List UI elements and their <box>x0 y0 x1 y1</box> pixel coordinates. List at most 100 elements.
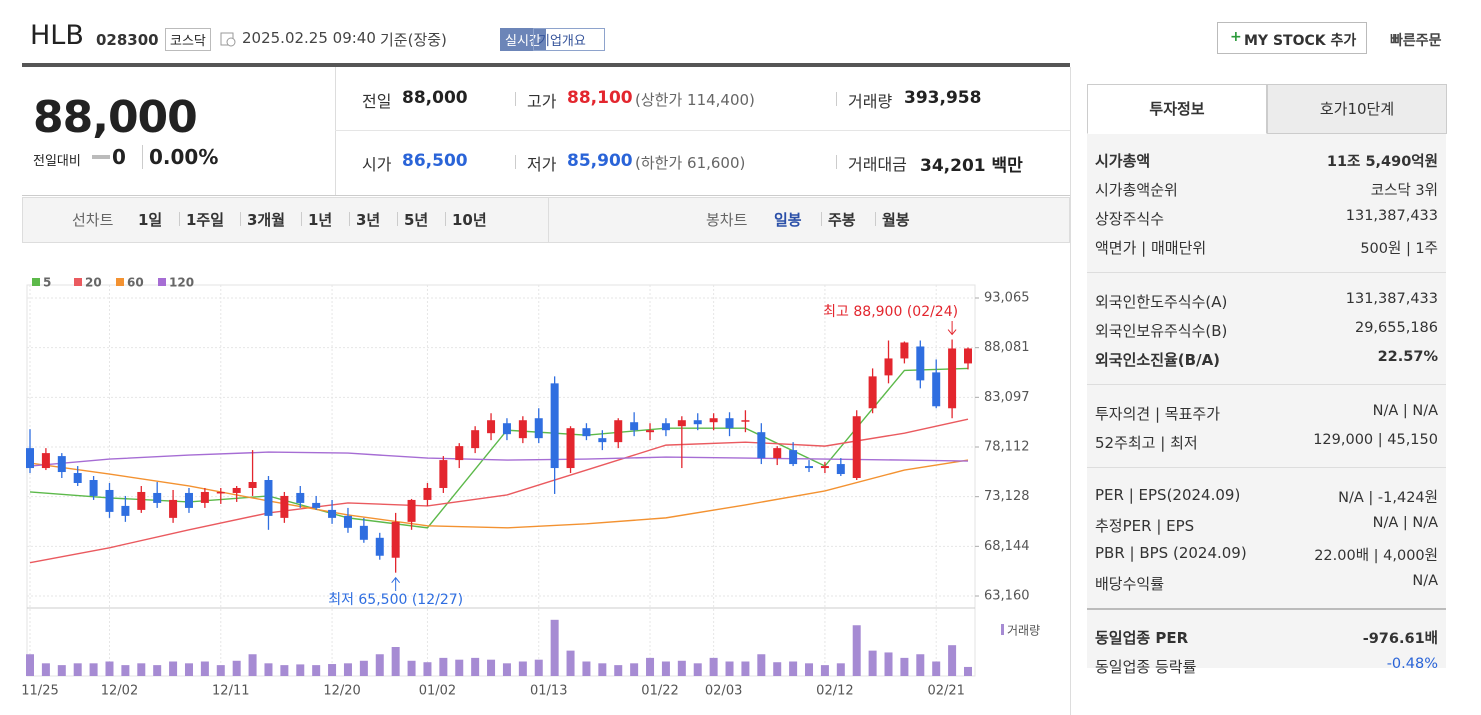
period-divider <box>548 198 549 242</box>
info-value: 500원 | 1주 <box>1360 241 1438 257</box>
info-value: 22.00배 | 4,000원 <box>1314 548 1438 564</box>
quote-label: 고가 <box>527 92 557 111</box>
moving-average-line <box>29 459 969 529</box>
info-label: PBR | BPS (2024.09) <box>1095 544 1247 562</box>
stock-code: 028300 <box>96 31 159 49</box>
volume-bar <box>502 663 511 676</box>
candle-body <box>789 450 798 465</box>
quote-divider <box>335 67 336 195</box>
x-tick-label: 12/11 <box>212 684 249 699</box>
period-tab[interactable]: 10년 <box>452 211 487 229</box>
legend-label: 60 <box>127 276 144 290</box>
volume-bar <box>789 661 798 676</box>
candle-body <box>41 453 50 469</box>
candle-body <box>916 346 925 381</box>
quick-order[interactable]: 빠른주문 <box>1390 33 1442 49</box>
my-stock-button[interactable] <box>1217 22 1367 54</box>
info-label: 동일업종 등락률 <box>1095 658 1197 676</box>
quote-value: 85,900 <box>567 151 633 171</box>
candle-body <box>423 487 432 500</box>
sidebar-tab[interactable]: 호가10단계 <box>1319 100 1395 118</box>
overview-button[interactable]: 기업개요 <box>533 28 605 51</box>
quote-value: 34,201 백만 <box>920 156 1023 176</box>
sidebar-bg <box>1087 134 1446 668</box>
x-tick-label: 01/13 <box>530 684 567 699</box>
volume-legend: 거래량 <box>1007 624 1040 638</box>
candle-body <box>646 430 655 433</box>
separator <box>240 212 241 226</box>
candle-tab[interactable]: 월봉 <box>882 211 910 229</box>
volume-legend-swatch <box>1001 624 1004 635</box>
high-arrow <box>947 321 957 336</box>
legend-label: 5 <box>43 276 51 290</box>
period-tab[interactable]: 1일 <box>138 211 163 229</box>
y-tick-label: 73,128 <box>984 489 1030 504</box>
candle-tab[interactable]: 일봉 <box>774 211 802 229</box>
info-value: 11조 5,490억원 <box>1326 154 1438 170</box>
period-tab[interactable]: 1주일 <box>186 211 225 229</box>
period-tab[interactable]: 3개월 <box>247 211 286 229</box>
separator <box>301 212 302 226</box>
volume-bar <box>932 661 941 676</box>
group-separator <box>1087 272 1446 273</box>
candle-body <box>375 537 384 556</box>
period-tab[interactable]: 5년 <box>404 211 429 229</box>
info-value: 131,387,433 <box>1345 208 1438 224</box>
info-value: 코스닥 3위 <box>1370 183 1438 199</box>
candle-body <box>359 525 368 540</box>
candle-body <box>487 420 496 434</box>
quote-value: 86,500 <box>402 151 468 171</box>
candle-body <box>852 416 861 479</box>
realtime-button[interactable]: 실시간 <box>500 28 546 51</box>
change-rate: 0.00% <box>142 145 218 169</box>
separator <box>397 212 398 226</box>
x-tick-label: 11/25 <box>22 684 59 699</box>
volume-bar <box>105 661 114 676</box>
volume-bar <box>916 654 925 676</box>
quote-note: (상한가 114,400) <box>635 91 755 109</box>
x-tick-label: 12/20 <box>323 684 360 699</box>
candle-body <box>502 423 511 435</box>
volume-bar <box>169 661 178 676</box>
candle-body <box>391 521 400 558</box>
info-value: N/A | -1,424원 <box>1338 490 1438 506</box>
my-stock-label[interactable]: MY STOCK 추가 <box>1244 33 1357 49</box>
sidebar-tab-bg[interactable] <box>1087 84 1267 134</box>
candle-body <box>661 423 670 431</box>
volume-bar <box>184 663 193 676</box>
volume-bar <box>964 666 972 676</box>
candle-body <box>73 473 82 483</box>
volume-bar <box>900 657 909 676</box>
price: 88,000 <box>33 92 198 143</box>
period-tab[interactable]: 1년 <box>308 211 333 229</box>
sidebar-tab-bg[interactable] <box>1267 84 1447 134</box>
candle-body <box>296 492 305 503</box>
candle-body <box>757 432 766 459</box>
separator <box>836 92 837 106</box>
legend-swatch <box>158 278 166 286</box>
volume-bar <box>359 660 368 676</box>
quote-label: 거래량 <box>848 92 893 111</box>
legend-swatch <box>116 278 124 286</box>
volume-bar <box>693 663 702 676</box>
volume-bar <box>89 663 98 676</box>
info-label: 시가총액 <box>1095 152 1151 170</box>
period-tab[interactable]: 3년 <box>356 211 381 229</box>
candle-body <box>725 418 734 429</box>
info-label: 동일업종 PER <box>1095 629 1189 647</box>
info-label: PER | EPS(2024.09) <box>1095 486 1241 504</box>
volume-bar <box>614 665 623 676</box>
candle-body <box>232 487 241 493</box>
quote-note: (하한가 61,600) <box>635 154 746 172</box>
info-label: 액면가 | 매매단위 <box>1095 239 1207 257</box>
sidebar-tab[interactable]: 투자정보 <box>1149 100 1205 118</box>
x-tick-label: 02/03 <box>705 684 742 699</box>
volume-bar <box>216 665 225 676</box>
candle-tab[interactable]: 주봉 <box>828 211 856 229</box>
candle-body <box>566 428 575 469</box>
candle-body <box>137 491 146 510</box>
info-value: N/A <box>1412 573 1438 589</box>
clock-icon <box>220 32 236 47</box>
candle-body <box>820 466 829 469</box>
